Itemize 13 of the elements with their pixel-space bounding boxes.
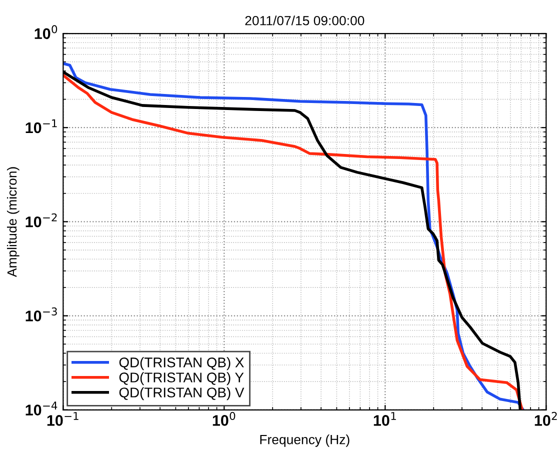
- y-tick-label: 10$^{−2}$: [26, 213, 57, 228]
- x-tick-label: 10$^{2}$: [534, 412, 557, 426]
- y-tick-label: 10$^{0}$: [34, 25, 58, 40]
- y-tick-label: 10$^{−1}$: [26, 119, 57, 134]
- legend-label: QD(TRISTAN QB) Y: [119, 372, 244, 386]
- legend-label: QD(TRISTAN QB) V: [119, 387, 244, 400]
- chart-title: 2011/07/15 09:00:00: [245, 16, 364, 26]
- legend-label: QD(TRISTAN QB) X: [119, 357, 244, 370]
- x-axis-title: Frequency (Hz): [260, 434, 350, 447]
- y-axis-title: Amplitude (micron): [6, 167, 20, 278]
- y-tick-label: 10$^{−3}$: [26, 307, 57, 322]
- x-tick-label: 10$^{0}$: [212, 412, 236, 426]
- x-tick-label: 10$^{1}$: [374, 412, 396, 426]
